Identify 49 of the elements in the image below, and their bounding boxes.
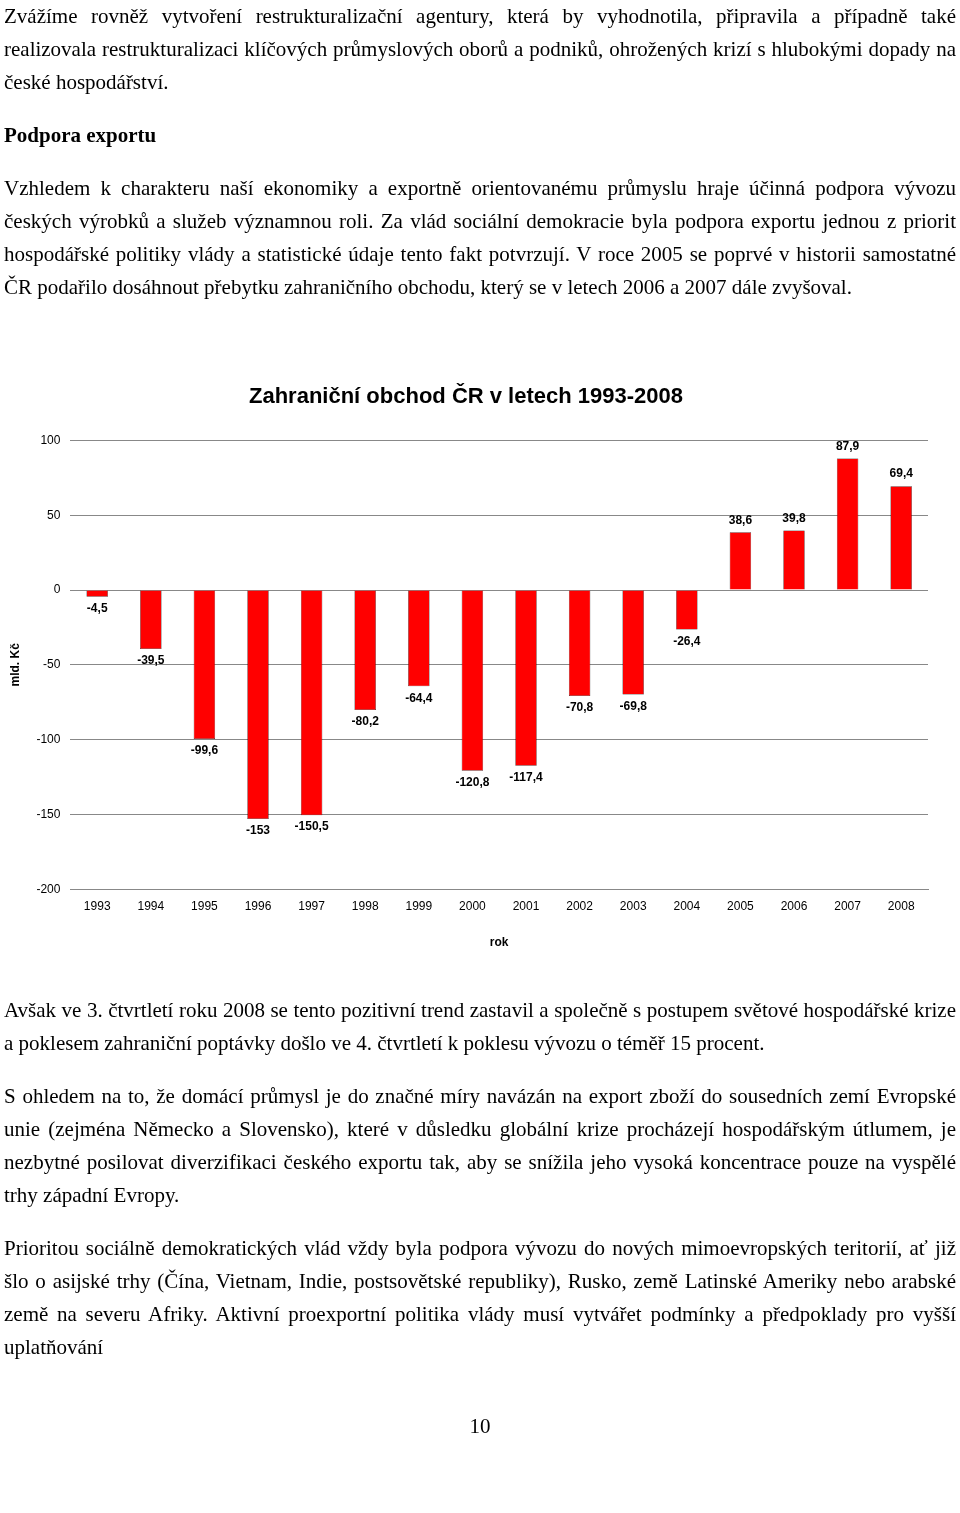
y-tick-label: -200 (36, 881, 61, 896)
text: Podpora exportu (4, 122, 158, 149)
x-tick-label: 1996 (244, 898, 272, 913)
text: Avšak ve 3. čtvrtletí roku 2008 se tento pozitivní trend zastavil a společně s postupem světové hospodářské krize a poklesem zahraniční poptávky došlo ve 4. čtvrtletí k poklesu vývozu o téměř 15 procent. (4, 997, 956, 1057)
data-label: 39,8 (782, 510, 806, 525)
data-label: 87,9 (835, 438, 860, 453)
data-label: -153 (246, 823, 271, 838)
text: Zvážíme rovněž vytvoření restrukturalizační agentury, která by vyhodnotila, připravila a případně také realizovala restrukturalizaci klíčových průmyslových oborů a podniků, ohrožených krizí s hlubokými dopady na české hospodářství. (4, 3, 956, 96)
data-label: -64,4 (405, 690, 433, 705)
y-tick-label: 100 (40, 432, 61, 447)
x-tick-label: 1994 (137, 898, 165, 913)
x-axis-title: rok (489, 935, 509, 950)
data-label: 69,4 (889, 466, 914, 481)
text: Prioritou sociálně demokratických vlád vždy byla podpora vývozu do nových mimoevropských teritorií, ať již šlo o asijské trhy (Čína, Vietnam, Indie, postsovětské republiky), Rusko, země Latinské Ameriky nebo arabské země na severu Afriky. Aktivní proexportní politika vlády musí vytvářet podmínky a předpoklady pro vyšší uplatňování (4, 1235, 956, 1361)
chart-title: Zahraniční obchod ČR v letech 1993-2008 (248, 383, 684, 409)
data-label: -4,5 (86, 601, 108, 616)
data-label: -117,4 (509, 769, 544, 784)
text: S ohledem na to, že domácí průmysl je do značné míry navázán na export zboží do sousedních zemí Evropské unie (zejména Německo a Slovensko), které v důsledku globální krize procházejí hospodářským útlumem, je nezbytné posilovat diverzifikaci českého exportu tak, aby se snížila jeho vysoká koncentrace pouze na vyspělé trhy západní Evropy. (4, 1083, 956, 1209)
y-tick-label: 0 (53, 582, 61, 597)
x-tick-label: 2007 (834, 898, 862, 913)
data-label: -69,8 (619, 698, 648, 713)
x-tick-label: 1997 (298, 898, 326, 913)
x-tick-label: 2001 (512, 898, 540, 913)
data-label: -70,8 (565, 700, 594, 715)
y-tick-label: -100 (36, 731, 61, 746)
data-label: -26,4 (673, 633, 701, 648)
x-tick-label: 1995 (191, 898, 219, 913)
data-label: -99,6 (190, 743, 219, 758)
x-tick-label: 2003 (619, 898, 647, 913)
x-tick-label: 1993 (83, 898, 111, 913)
x-tick-label: 2008 (887, 898, 915, 913)
x-tick-label: 1999 (405, 898, 433, 913)
x-tick-label: 2006 (780, 898, 808, 913)
y-tick-label: -50 (43, 657, 61, 672)
data-label: -150,5 (294, 819, 329, 834)
data-label: 38,6 (728, 512, 753, 527)
data-label: -39,5 (137, 653, 165, 668)
x-tick-label: 2002 (566, 898, 594, 913)
y-tick-label: 50 (47, 507, 61, 522)
y-axis-title: mld. Kč (7, 642, 22, 687)
x-tick-label: 2004 (673, 898, 701, 913)
x-tick-label: 1998 (351, 898, 379, 913)
text: Vzhledem k charakteru naší ekonomiky a exportně orientovanému průmyslu hraje účinná podpora vývozu českých výrobků a služeb významnou roli. Za vlád sociální demokracie byla podpora exportu jednou z priorit hospodářské politiky vlády a statistické údaje tento fakt potvrzují. V roce 2005 se poprvé v historii samostatné ČR podařilo dosáhnout přebytku zahraničního obchodu, který se v letech 2006 a 2007 dále zvyšoval. (4, 175, 956, 301)
data-label: -80,2 (351, 714, 380, 729)
text: 10 (468, 1414, 492, 1439)
y-tick-label: -150 (36, 806, 61, 821)
x-tick-label: 2000 (459, 898, 487, 913)
data-label: -120,8 (455, 775, 490, 790)
x-tick-label: 2005 (727, 898, 755, 913)
